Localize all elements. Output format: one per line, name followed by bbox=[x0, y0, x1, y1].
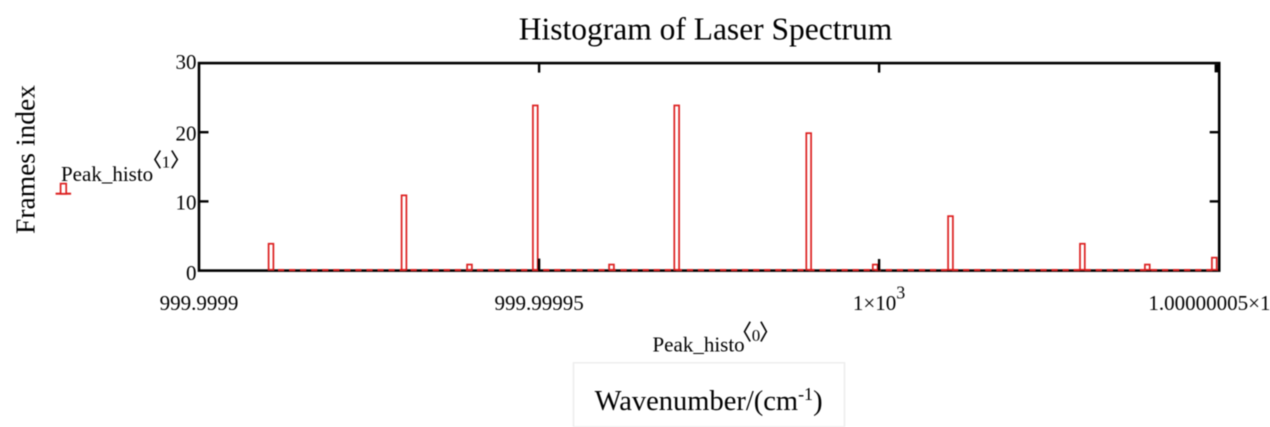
svg-text:30: 30 bbox=[176, 50, 197, 74]
svg-text:Peak_histo: Peak_histo bbox=[61, 162, 153, 186]
svg-text:1: 1 bbox=[162, 153, 171, 172]
svg-text:0: 0 bbox=[186, 261, 197, 285]
svg-text:10: 10 bbox=[176, 191, 197, 215]
svg-text:Peak_histo: Peak_histo bbox=[653, 333, 745, 357]
svg-text:20: 20 bbox=[176, 122, 197, 146]
svg-text:999.9999: 999.9999 bbox=[160, 291, 239, 315]
svg-text:Histogram of Laser Spectrum: Histogram of Laser Spectrum bbox=[519, 12, 893, 47]
svg-text:Frames index: Frames index bbox=[10, 85, 41, 234]
svg-text:999.99995: 999.99995 bbox=[494, 291, 583, 315]
svg-text:1.00000005×103: 1.00000005×103 bbox=[1148, 283, 1270, 316]
svg-text:1×103: 1×103 bbox=[853, 283, 905, 316]
svg-text:Wavenumber/(cm-1): Wavenumber/(cm-1) bbox=[595, 384, 823, 417]
svg-text:0: 0 bbox=[752, 326, 761, 345]
